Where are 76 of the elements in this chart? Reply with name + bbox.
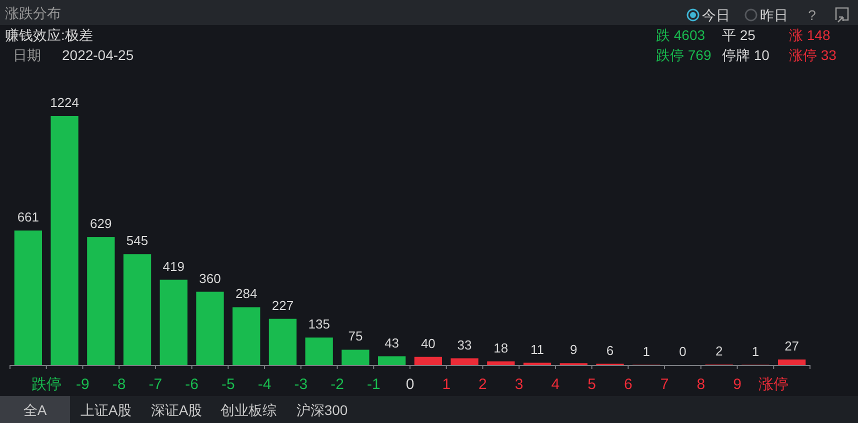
text: 涨停 33 <box>789 47 837 63</box>
x-tick-label: -1 <box>366 376 380 393</box>
x-tick-label: 9 <box>733 376 742 393</box>
x-tick-label: 7 <box>660 376 669 393</box>
x-tick-label: 涨停 <box>758 376 789 393</box>
x-tick-label: 1 <box>442 376 451 393</box>
x-tick-label: -7 <box>148 376 162 393</box>
data-label: 1 <box>752 344 760 359</box>
x-tick-label: -3 <box>294 376 308 393</box>
data-label: 1224 <box>50 95 80 110</box>
x-tick-label: -4 <box>258 376 272 393</box>
text: 沪深300 <box>296 402 348 418</box>
bar <box>196 292 224 365</box>
bar <box>14 230 42 365</box>
bar <box>487 361 515 365</box>
x-tick-label: 2 <box>478 376 487 393</box>
text: 跌停 769 <box>656 47 712 63</box>
x-tick-label: -5 <box>222 376 235 393</box>
data-label: 43 <box>384 335 400 350</box>
text: 创业板综 <box>220 402 276 418</box>
data-label: 9 <box>570 342 578 358</box>
bar <box>87 237 115 365</box>
data-label: 1 <box>642 344 650 359</box>
text: ? <box>808 7 816 23</box>
text: 跌 4603 <box>656 27 706 43</box>
x-tick-label: -6 <box>185 376 198 393</box>
x-tick-label: -8 <box>112 376 126 393</box>
data-label: 227 <box>272 298 294 313</box>
bar <box>50 116 78 365</box>
x-tick-label: 跌停 <box>31 376 62 393</box>
text: 全A <box>23 402 48 418</box>
data-label: 419 <box>162 258 184 274</box>
data-label: 0 <box>679 344 686 359</box>
data-label: 6 <box>606 342 614 358</box>
data-label: 135 <box>308 316 330 332</box>
bar <box>378 356 406 365</box>
text: 日期 <box>13 47 41 63</box>
text: 今日 <box>702 7 730 23</box>
data-label: 27 <box>784 338 800 354</box>
x-tick-label: 8 <box>696 376 706 393</box>
x-tick-label: 0 <box>406 376 414 393</box>
data-label: 18 <box>494 340 508 356</box>
data-label: 360 <box>199 270 221 286</box>
bar <box>450 358 478 365</box>
data-label: 33 <box>457 337 472 352</box>
bar <box>160 280 188 365</box>
text: 昨日 <box>760 7 788 23</box>
bar <box>778 360 806 365</box>
data-label: 11 <box>530 342 544 357</box>
data-label: 545 <box>126 233 148 248</box>
data-label: 40 <box>420 336 436 351</box>
bar <box>123 254 152 365</box>
data-label: 2 <box>715 344 723 359</box>
x-tick-label: 3 <box>514 376 524 393</box>
x-tick-label: 4 <box>551 376 560 393</box>
text: 涨 148 <box>789 27 830 43</box>
bar <box>268 318 297 365</box>
text: 停牌 10 <box>722 47 770 63</box>
text: 上证A股 <box>80 402 132 418</box>
bar <box>232 307 260 365</box>
data-label: 284 <box>236 286 258 302</box>
bar <box>342 350 370 365</box>
text: 2022-04-25 <box>62 47 134 63</box>
chart-subtitle: 赚钱效应:极差 <box>5 27 93 43</box>
bar <box>414 356 442 365</box>
data-label: 629 <box>90 216 112 232</box>
x-tick-label: 5 <box>588 376 596 393</box>
data-label: 661 <box>17 210 40 225</box>
text: 平 25 <box>722 27 756 43</box>
chart-title: 涨跌分布 <box>5 5 61 21</box>
bar <box>305 338 333 365</box>
x-tick-label: -9 <box>76 376 90 393</box>
x-tick-label: -2 <box>330 376 344 393</box>
text: 深证A股 <box>150 402 202 418</box>
data-label: 75 <box>348 328 363 344</box>
x-tick-label: 6 <box>624 376 632 393</box>
